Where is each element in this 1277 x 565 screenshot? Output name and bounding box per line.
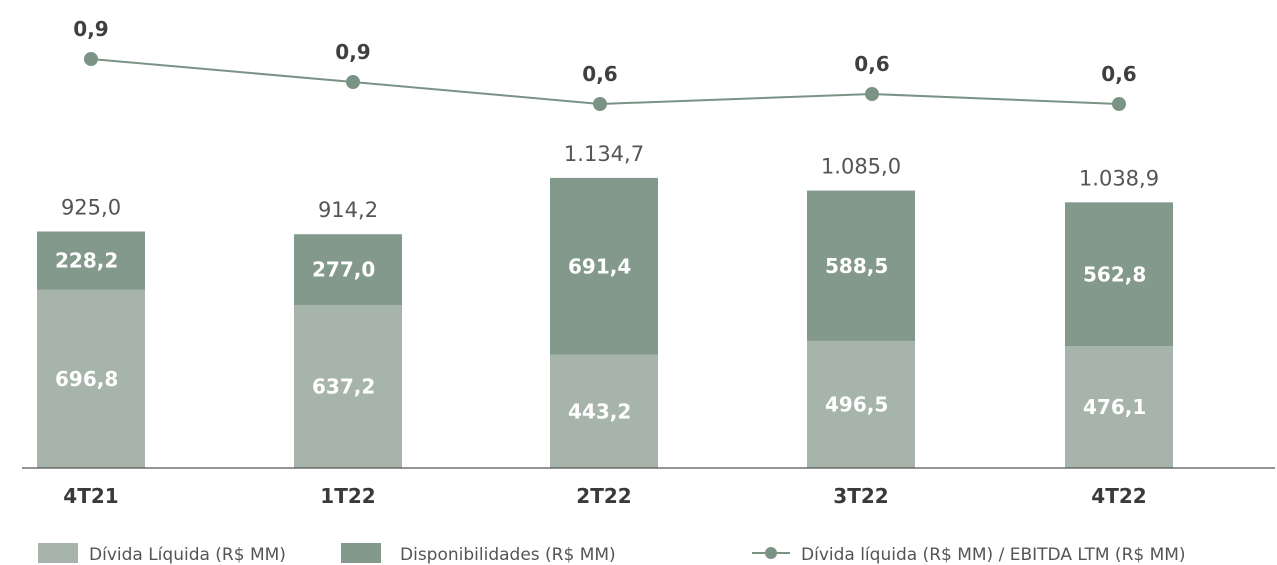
ratio-line xyxy=(84,52,1126,111)
ratio-labels: 0,9 0,9 0,6 0,6 0,6 xyxy=(73,17,1136,86)
category-label-4T21: 4T21 xyxy=(63,484,118,508)
bar-cash-4T22 xyxy=(1065,202,1173,347)
legend: Dívida Líquida (R$ MM) Disponibilidades … xyxy=(38,543,1186,565)
ratio-label-1T22: 0,9 xyxy=(335,40,370,64)
label-total-3T22: 1.085,0 xyxy=(821,155,901,179)
bar-net-debt-1T22 xyxy=(294,305,402,468)
bar-net-debt-3T22 xyxy=(807,341,915,468)
label-cash-4T22: 562,8 xyxy=(1083,262,1146,286)
ratio-label-4T21: 0,9 xyxy=(73,17,108,41)
ratio-label-4T22: 0,6 xyxy=(1101,62,1136,86)
category-label-1T22: 1T22 xyxy=(320,484,375,508)
label-total-4T22: 1.038,9 xyxy=(1079,166,1159,190)
label-total-4T21: 925,0 xyxy=(61,195,121,219)
label-cash-1T22: 277,0 xyxy=(312,258,375,282)
segment-labels: 696,8 228,2 637,2 277,0 443,2 691,4 496,5 588,5… xyxy=(55,249,1146,424)
label-net-debt-4T22: 476,1 xyxy=(1083,395,1146,419)
bar-cash-3T22 xyxy=(807,190,915,342)
bar-cash-1T22 xyxy=(294,234,402,306)
label-cash-2T22: 691,4 xyxy=(568,254,631,278)
label-net-debt-4T21: 696,8 xyxy=(55,367,118,391)
bar-cash-4T21 xyxy=(37,231,145,290)
ratio-label-3T22: 0,6 xyxy=(854,52,889,76)
bar-net-debt-2T22 xyxy=(550,354,658,468)
ratio-point-4T21 xyxy=(84,52,98,66)
ratio-point-1T22 xyxy=(346,75,360,89)
label-total-2T22: 1.134,7 xyxy=(564,142,644,166)
label-net-debt-3T22: 496,5 xyxy=(825,393,888,417)
legend-marker-ratio xyxy=(765,547,777,559)
bars xyxy=(37,177,1173,468)
legend-swatch-cash xyxy=(341,543,381,563)
legend-label-net-debt: Dívida Líquida (R$ MM) xyxy=(89,545,286,565)
ratio-point-3T22 xyxy=(865,87,879,101)
ratio-point-4T22 xyxy=(1112,97,1126,111)
label-total-1T22: 914,2 xyxy=(318,198,378,222)
total-labels: 925,0 914,2 1.134,7 1.085,0 1.038,9 xyxy=(61,142,1159,222)
legend-label-ratio: Dívida líquida (R$ MM) / EBITDA LTM (R$ … xyxy=(801,545,1186,565)
ratio-point-2T22 xyxy=(593,97,607,111)
label-cash-4T21: 228,2 xyxy=(55,249,118,273)
legend-swatch-net-debt xyxy=(38,543,78,563)
category-label-4T22: 4T22 xyxy=(1091,484,1146,508)
ratio-label-2T22: 0,6 xyxy=(582,62,617,86)
bar-net-debt-4T22 xyxy=(1065,346,1173,468)
category-label-3T22: 3T22 xyxy=(833,484,888,508)
category-labels: 4T21 1T22 2T22 3T22 4T22 xyxy=(63,484,1146,508)
category-label-2T22: 2T22 xyxy=(576,484,631,508)
bar-cash-2T22 xyxy=(550,177,658,355)
label-net-debt-2T22: 443,2 xyxy=(568,399,631,423)
bar-net-debt-4T21 xyxy=(37,289,145,468)
label-cash-3T22: 588,5 xyxy=(825,254,888,278)
legend-label-cash: Disponibilidades (R$ MM) xyxy=(400,545,616,565)
label-net-debt-1T22: 637,2 xyxy=(312,375,375,399)
